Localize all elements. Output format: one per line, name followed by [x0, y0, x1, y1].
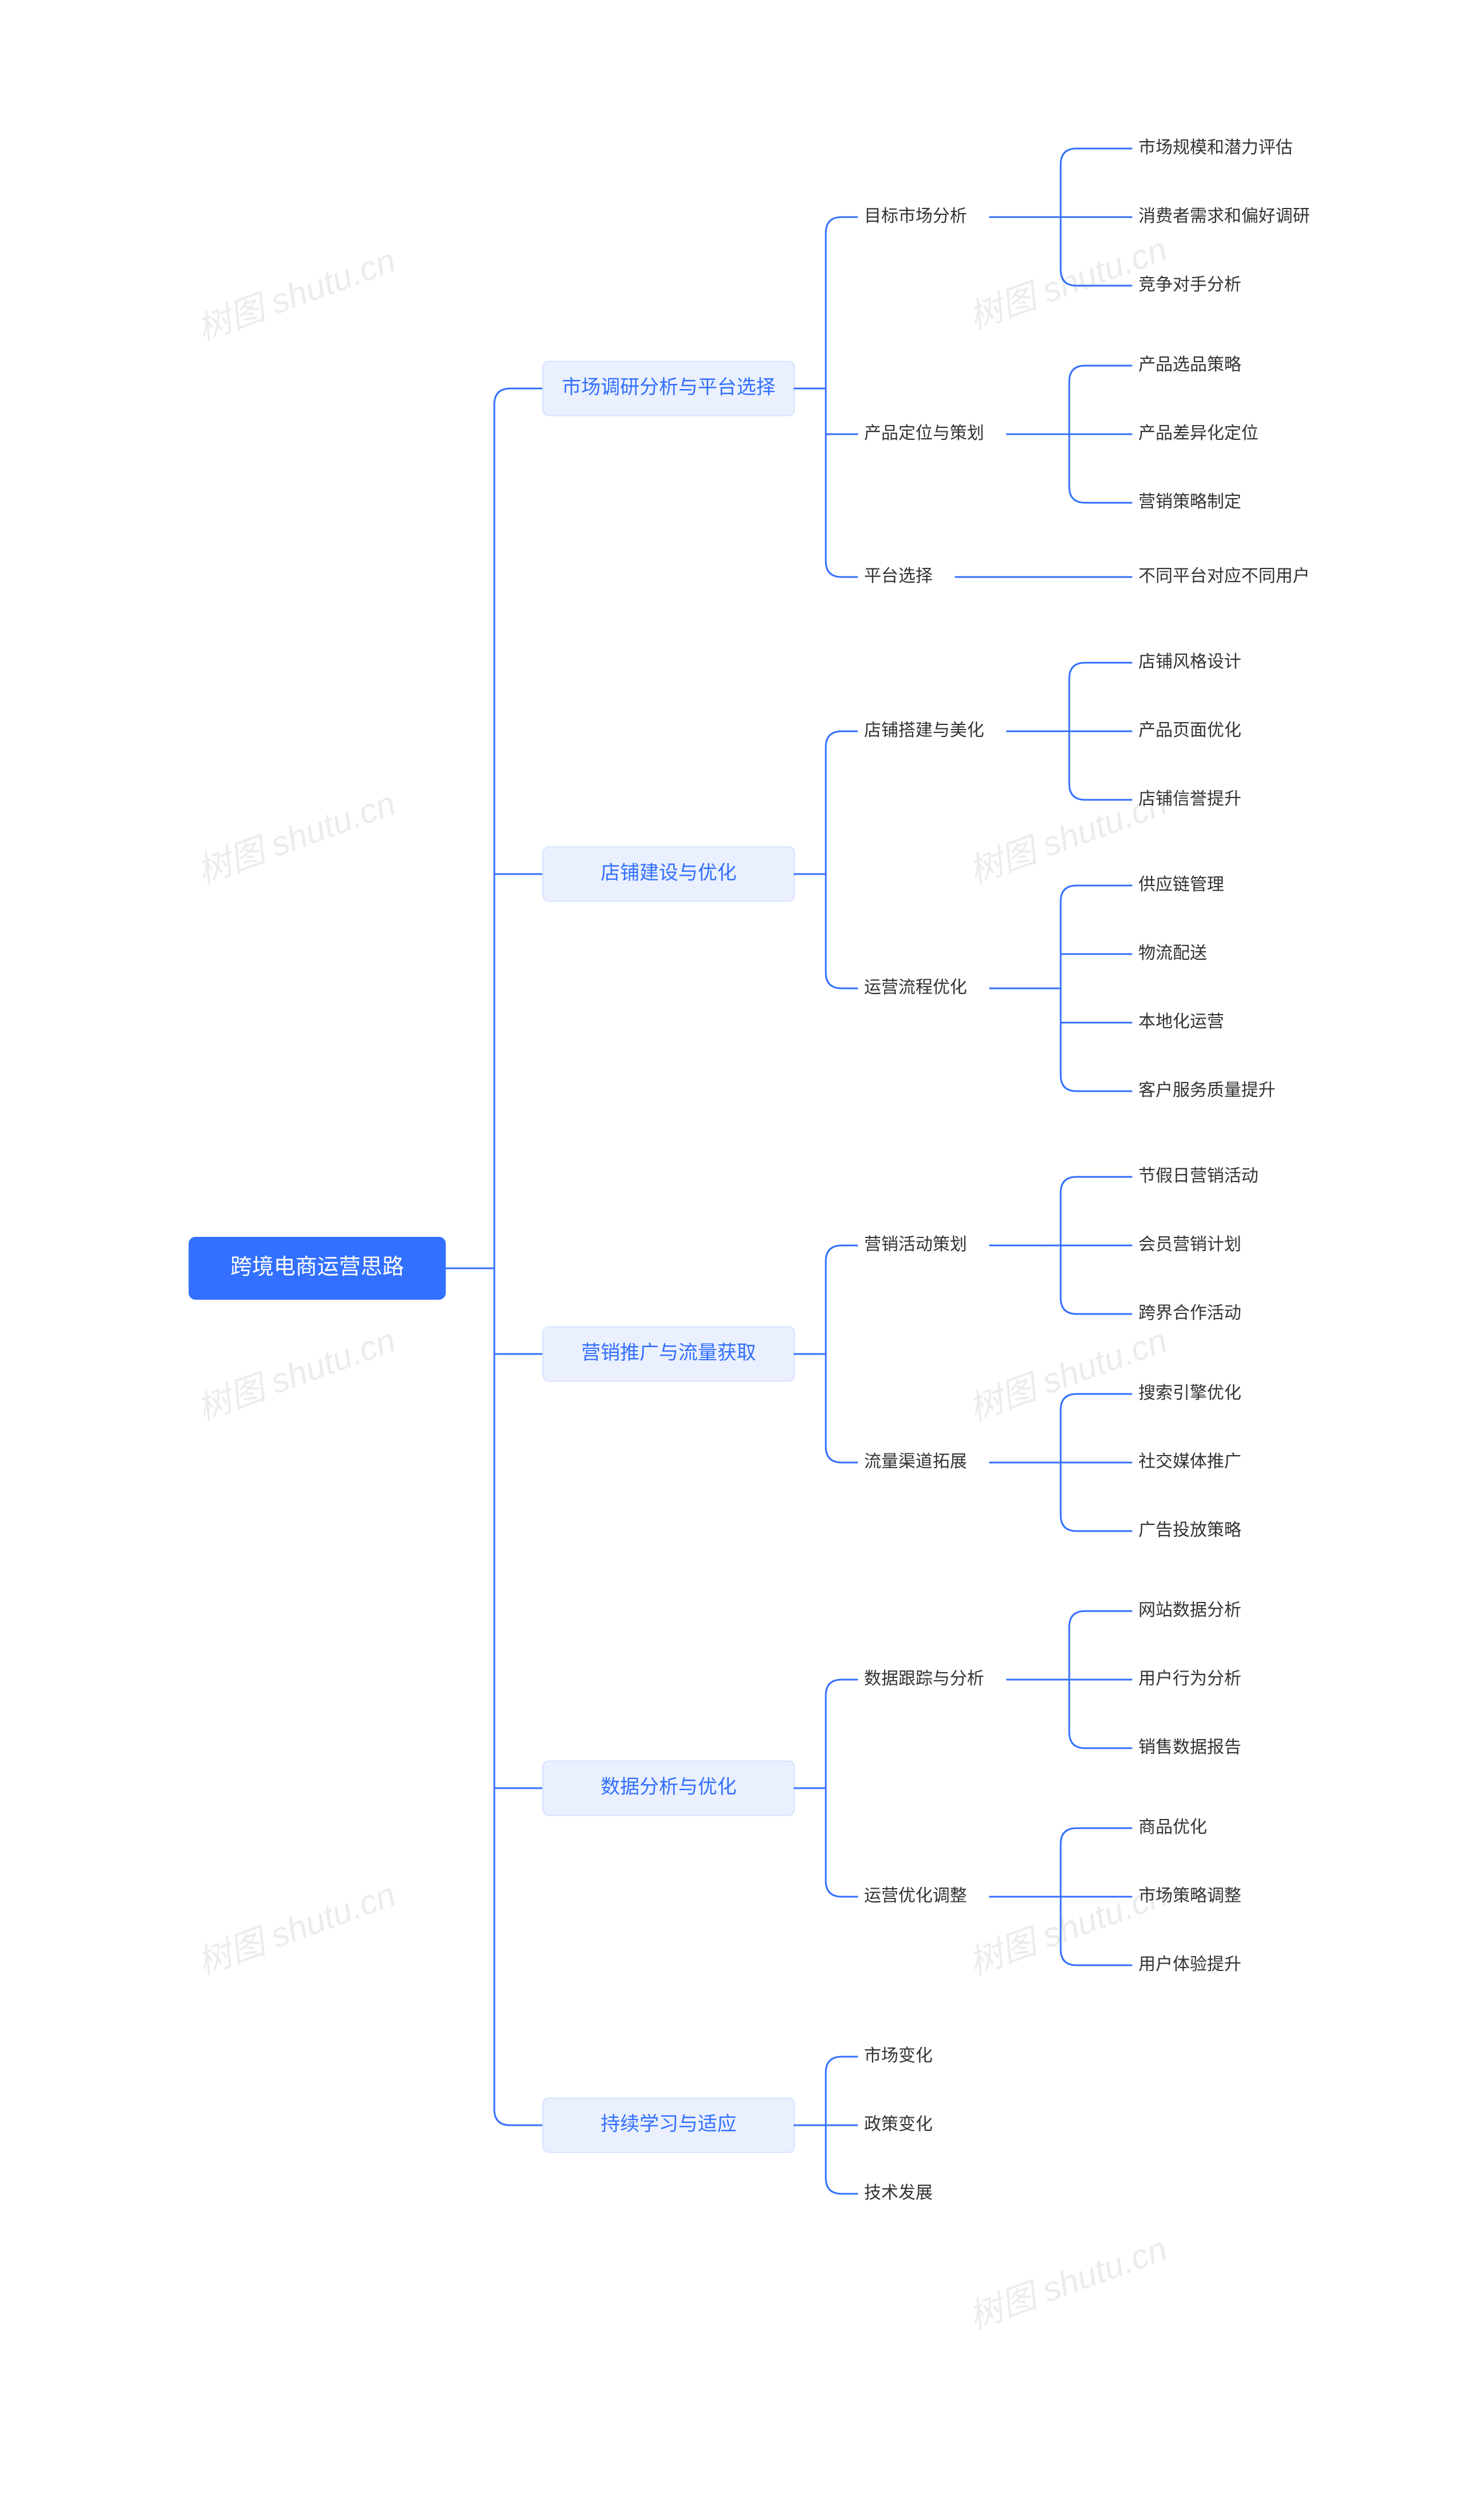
leaf-label[interactable]: 搜索引擎优化: [1138, 1384, 1241, 1403]
watermark: 树图 shutu.cn: [192, 241, 400, 348]
leaf-label[interactable]: 本地化运营: [1138, 1012, 1224, 1031]
leaf-label[interactable]: 社交媒体推广: [1138, 1452, 1241, 1471]
leaf-label[interactable]: 营销策略制定: [1138, 492, 1241, 511]
leaf-label[interactable]: 跨界合作活动: [1138, 1304, 1241, 1323]
leaf-label[interactable]: 不同平台对应不同用户: [1138, 567, 1310, 586]
subtopic-label[interactable]: 运营优化调整: [864, 1886, 967, 1905]
watermark: 树图 shutu.cn: [192, 1875, 400, 1982]
leaf-label[interactable]: 市场策略调整: [1138, 1886, 1241, 1905]
leaf-label[interactable]: 产品选品策略: [1138, 355, 1241, 374]
mindmap-canvas: 树图 shutu.cn 树图 shutu.cn 树图 shutu.cn 树图 shut…: [0, 0, 1463, 2520]
branch-label: 持续学习与适应: [601, 2113, 737, 2135]
subtopic-label[interactable]: 运营流程优化: [864, 978, 967, 997]
leaf-label[interactable]: 用户体验提升: [1138, 1955, 1241, 1974]
branch-label: 店铺建设与优化: [601, 862, 737, 884]
leaf-label[interactable]: 用户行为分析: [1138, 1669, 1241, 1688]
leaf-label[interactable]: 会员营销计划: [1138, 1235, 1241, 1254]
subtopic-label[interactable]: 数据跟踪与分析: [864, 1669, 984, 1688]
subtopic-label[interactable]: 技术发展: [864, 2184, 933, 2202]
leaf-label[interactable]: 物流配送: [1138, 944, 1207, 963]
watermark: 树图 shutu.cn: [192, 1321, 400, 1428]
subtopic-label[interactable]: 产品定位与策划: [864, 424, 984, 443]
leaf-label[interactable]: 市场规模和潜力评估: [1138, 138, 1293, 157]
branch-label: 数据分析与优化: [601, 1776, 737, 1798]
leaf-label[interactable]: 产品页面优化: [1138, 721, 1241, 740]
leaf-label[interactable]: 店铺风格设计: [1138, 652, 1241, 671]
leaf-label[interactable]: 竞争对手分析: [1138, 275, 1241, 294]
leaf-label[interactable]: 节假日营销活动: [1138, 1167, 1258, 1185]
subtopic-label[interactable]: 店铺搭建与美化: [864, 721, 984, 740]
branch-label: 营销推广与流量获取: [581, 1342, 756, 1364]
subtopic-label[interactable]: 目标市场分析: [864, 207, 967, 226]
leaf-label[interactable]: 销售数据报告: [1138, 1738, 1241, 1757]
leaf-label[interactable]: 广告投放策略: [1138, 1521, 1241, 1540]
subtopic-label[interactable]: 政策变化: [864, 2115, 933, 2134]
branch-label: 市场调研分析与平台选择: [562, 376, 776, 398]
subtopic-label[interactable]: 平台选择: [864, 567, 933, 586]
subtopic-label[interactable]: 流量渠道拓展: [864, 1452, 967, 1471]
subtopic-label[interactable]: 营销活动策划: [864, 1235, 967, 1254]
leaf-label[interactable]: 消费者需求和偏好调研: [1138, 207, 1310, 226]
leaf-label[interactable]: 产品差异化定位: [1138, 424, 1258, 443]
leaf-label[interactable]: 客户服务质量提升: [1138, 1081, 1276, 1100]
leaf-label[interactable]: 供应链管理: [1138, 875, 1224, 894]
watermark: 树图 shutu.cn: [964, 2229, 1172, 2336]
root-label: 跨境电商运营思路: [230, 1255, 404, 1279]
subtopic-label[interactable]: 市场变化: [864, 2046, 933, 2065]
leaf-label[interactable]: 网站数据分析: [1138, 1601, 1241, 1620]
leaf-label[interactable]: 商品优化: [1138, 1818, 1207, 1837]
leaf-label[interactable]: 店铺信誉提升: [1138, 790, 1241, 808]
watermark: 树图 shutu.cn: [192, 784, 400, 891]
watermark: 树图 shutu.cn: [964, 1321, 1172, 1428]
